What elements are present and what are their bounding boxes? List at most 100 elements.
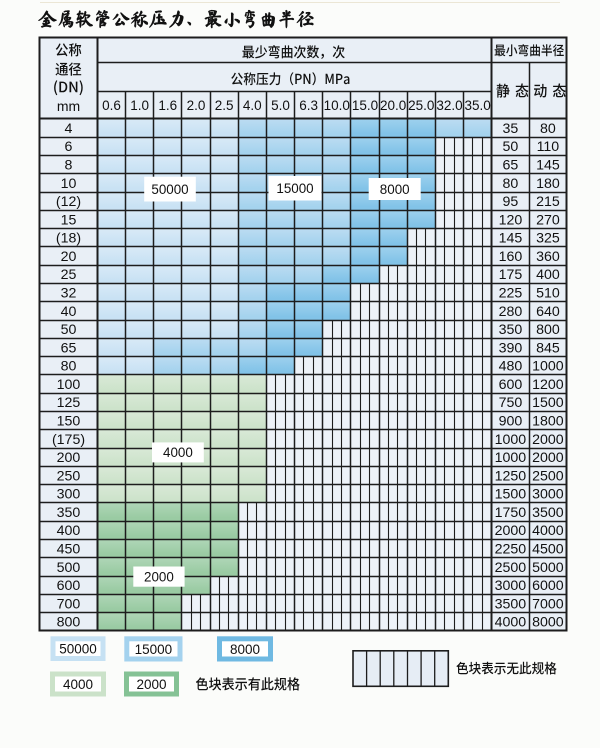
- svg-text:510: 510: [536, 286, 560, 302]
- svg-text:1750: 1750: [495, 505, 527, 521]
- svg-text:15: 15: [61, 212, 77, 228]
- svg-text:20.0: 20.0: [380, 98, 406, 113]
- svg-text:2.5: 2.5: [215, 98, 234, 113]
- svg-text:125: 125: [57, 395, 81, 411]
- svg-text:215: 215: [536, 194, 560, 210]
- svg-text:360: 360: [536, 249, 560, 265]
- svg-text:8000: 8000: [230, 642, 260, 657]
- svg-text:640: 640: [536, 304, 560, 320]
- svg-text:10.0: 10.0: [324, 98, 350, 113]
- svg-text:1500: 1500: [532, 395, 564, 411]
- svg-text:50: 50: [61, 322, 77, 338]
- svg-text:6: 6: [65, 139, 73, 155]
- svg-text:20: 20: [61, 249, 77, 265]
- svg-text:280: 280: [499, 304, 523, 320]
- svg-text:3000: 3000: [495, 578, 527, 594]
- svg-text:25.0: 25.0: [408, 98, 434, 113]
- svg-text:600: 600: [499, 377, 523, 393]
- svg-text:2250: 2250: [495, 542, 527, 558]
- svg-text:40: 40: [61, 304, 77, 320]
- svg-text:1000: 1000: [495, 432, 527, 448]
- svg-text:2.0: 2.0: [187, 98, 206, 113]
- svg-text:1500: 1500: [495, 487, 527, 503]
- svg-text:1.6: 1.6: [158, 98, 177, 113]
- svg-text:15.0: 15.0: [352, 98, 378, 113]
- svg-text:900: 900: [499, 414, 523, 430]
- svg-text:3000: 3000: [532, 487, 564, 503]
- svg-text:5.0: 5.0: [271, 98, 290, 113]
- svg-text:50000: 50000: [59, 642, 97, 657]
- svg-text:4: 4: [65, 121, 73, 137]
- svg-text:845: 845: [536, 340, 560, 356]
- svg-text:400: 400: [57, 523, 81, 539]
- svg-text:32: 32: [61, 286, 77, 302]
- svg-text:500: 500: [57, 560, 81, 576]
- svg-text:1.0: 1.0: [130, 98, 149, 113]
- svg-text:4000: 4000: [163, 445, 193, 460]
- svg-text:100: 100: [57, 377, 81, 393]
- svg-text:2500: 2500: [495, 560, 527, 576]
- svg-text:7000: 7000: [532, 596, 564, 612]
- svg-text:80: 80: [503, 176, 519, 192]
- svg-text:4000: 4000: [63, 677, 93, 692]
- svg-text:2500: 2500: [532, 468, 564, 484]
- svg-text:8: 8: [65, 158, 73, 174]
- svg-text:6.3: 6.3: [299, 98, 318, 113]
- svg-text:4500: 4500: [532, 542, 564, 558]
- svg-text:2000: 2000: [532, 450, 564, 466]
- svg-text:mm: mm: [57, 98, 80, 114]
- svg-text:3500: 3500: [495, 596, 527, 612]
- svg-text:1000: 1000: [532, 359, 564, 375]
- svg-text:300: 300: [57, 487, 81, 503]
- svg-text:65: 65: [503, 158, 519, 174]
- svg-text:2000: 2000: [532, 432, 564, 448]
- svg-text:65: 65: [61, 340, 77, 356]
- svg-text:6000: 6000: [532, 578, 564, 594]
- svg-text:480: 480: [499, 359, 523, 375]
- svg-text:700: 700: [57, 596, 81, 612]
- svg-text:1250: 1250: [495, 468, 527, 484]
- svg-text:150: 150: [57, 414, 81, 430]
- svg-text:120: 120: [499, 212, 523, 228]
- svg-text:400: 400: [536, 267, 560, 283]
- svg-text:110: 110: [537, 139, 560, 155]
- svg-text:145: 145: [499, 231, 523, 247]
- svg-text:1800: 1800: [532, 414, 564, 430]
- svg-text:8000: 8000: [532, 615, 564, 631]
- svg-text:32.0: 32.0: [436, 98, 462, 113]
- svg-text:2000: 2000: [136, 677, 166, 692]
- svg-text:(12): (12): [56, 194, 81, 210]
- svg-text:325: 325: [536, 231, 560, 247]
- svg-text:600: 600: [57, 578, 81, 594]
- svg-text:35.0: 35.0: [464, 98, 490, 113]
- svg-text:270: 270: [536, 212, 560, 228]
- svg-text:800: 800: [57, 615, 81, 631]
- svg-text:750: 750: [499, 395, 523, 411]
- svg-text:80: 80: [61, 359, 77, 375]
- svg-text:15000: 15000: [135, 642, 173, 657]
- svg-text:4000: 4000: [532, 523, 564, 539]
- svg-text:35: 35: [503, 121, 519, 137]
- svg-text:0.6: 0.6: [102, 98, 121, 113]
- svg-text:250: 250: [57, 468, 81, 484]
- svg-text:15000: 15000: [276, 181, 313, 196]
- svg-text:225: 225: [499, 286, 523, 302]
- svg-text:4.0: 4.0: [243, 98, 262, 113]
- svg-text:8000: 8000: [380, 182, 410, 197]
- svg-text:(18): (18): [56, 231, 81, 247]
- svg-text:10: 10: [61, 176, 77, 192]
- svg-text:1200: 1200: [532, 377, 564, 393]
- svg-text:1000: 1000: [495, 450, 527, 466]
- svg-text:2000: 2000: [495, 523, 527, 539]
- svg-text:350: 350: [57, 505, 81, 521]
- svg-text:95: 95: [503, 194, 519, 210]
- svg-text:350: 350: [499, 322, 523, 338]
- svg-text:800: 800: [536, 322, 560, 338]
- svg-text:50000: 50000: [151, 182, 188, 197]
- svg-text:180: 180: [536, 176, 560, 192]
- svg-text:50: 50: [503, 139, 519, 155]
- svg-text:(175): (175): [52, 432, 85, 448]
- svg-text:2000: 2000: [144, 569, 174, 584]
- svg-text:4000: 4000: [495, 615, 527, 631]
- svg-text:145: 145: [536, 158, 560, 174]
